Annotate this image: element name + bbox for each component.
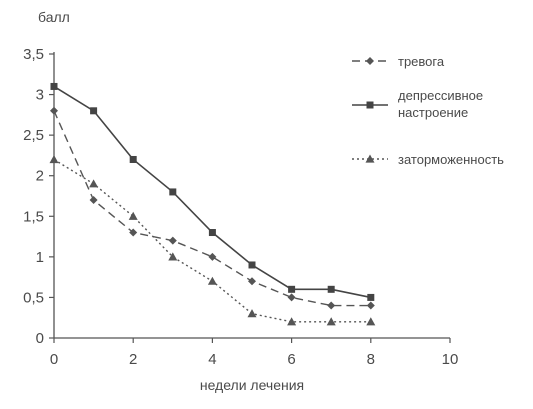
series-line xyxy=(53,85,371,299)
y-tick-label: 0 xyxy=(36,330,44,347)
x-tick-label: 10 xyxy=(442,351,459,368)
legend-label-line: настроение xyxy=(398,105,468,120)
y-tick-label: 2,5 xyxy=(23,127,44,144)
data-point-diamond xyxy=(129,228,138,237)
data-point-square xyxy=(129,155,137,163)
x-axis-title: недели лечения xyxy=(200,377,304,393)
legend-marker-diamond xyxy=(366,57,374,65)
y-tick-label: 1 xyxy=(36,249,44,266)
data-point-triangle xyxy=(247,309,257,318)
series-layer xyxy=(49,82,376,326)
data-point-diamond xyxy=(366,301,375,310)
data-point-square xyxy=(327,285,335,293)
y-tick-label: 0,5 xyxy=(23,289,44,306)
legend-marker-triangle xyxy=(365,154,375,163)
data-point-diamond xyxy=(327,301,336,310)
legend-label: депрессивное настроение xyxy=(398,88,483,120)
legend-item: депрессивное настроение xyxy=(352,88,483,120)
data-point-square xyxy=(367,293,375,301)
data-point-diamond xyxy=(287,293,296,302)
series-diamond xyxy=(50,106,375,310)
legend: тревога депрессивное настроение заторможенн… xyxy=(352,54,504,167)
data-point-diamond xyxy=(89,196,98,205)
x-tick-label: 6 xyxy=(287,351,295,368)
series-triangle xyxy=(49,154,376,326)
data-point-triangle xyxy=(128,211,138,220)
data-point-triangle xyxy=(89,179,99,188)
data-point-triangle xyxy=(207,276,217,285)
legend-marker-square xyxy=(366,101,374,109)
data-point-diamond xyxy=(168,236,177,245)
data-point-diamond xyxy=(248,277,256,286)
data-point-triangle xyxy=(326,317,336,326)
y-tick-label: 3,5 xyxy=(23,46,44,63)
legend-item: заторможенность xyxy=(352,152,504,167)
legend-label: заторможенность xyxy=(398,152,504,167)
data-point-square xyxy=(169,188,177,196)
x-tick-label: 4 xyxy=(208,351,216,368)
legend-item: тревога xyxy=(352,54,445,69)
tick-labels: 0 0,5 1 1,5 2 2,5 3 3,5 0 2 4 6 8 10 xyxy=(23,46,458,368)
legend-label-line: депрессивное xyxy=(398,88,483,103)
data-point-diamond xyxy=(50,106,58,115)
data-point-triangle xyxy=(366,317,376,326)
data-point-triangle xyxy=(287,317,297,326)
axes xyxy=(49,52,451,343)
x-tick-label: 2 xyxy=(129,351,137,368)
y-tick-label: 2 xyxy=(36,168,44,185)
data-point-square xyxy=(288,285,296,293)
data-point-square xyxy=(90,107,98,115)
series-line xyxy=(53,158,371,323)
y-tick-label: 3 xyxy=(36,87,44,104)
y-axis-title: балл xyxy=(38,9,70,25)
data-point-diamond xyxy=(208,252,217,261)
data-point-triangle xyxy=(168,252,178,261)
data-point-square xyxy=(248,261,256,269)
legend-label: тревога xyxy=(398,54,445,69)
data-point-square xyxy=(50,82,58,90)
data-point-square xyxy=(208,229,216,237)
series-square xyxy=(50,82,375,301)
series-line xyxy=(53,110,371,307)
data-point-triangle xyxy=(49,154,59,164)
x-tick-label: 8 xyxy=(367,351,375,368)
y-tick-label: 1,5 xyxy=(23,208,44,225)
x-tick-label: 0 xyxy=(50,351,58,368)
